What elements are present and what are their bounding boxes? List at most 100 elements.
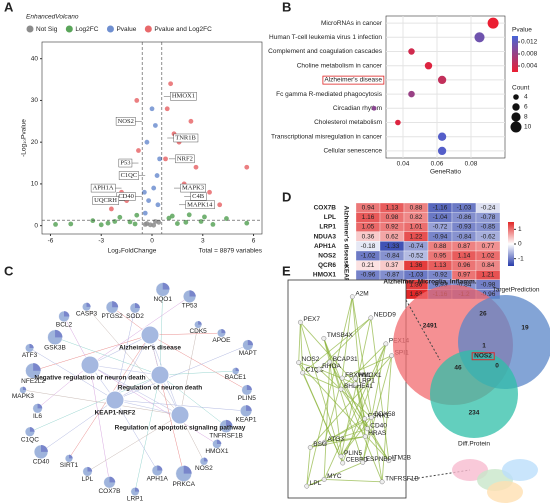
cell-label: 0.97	[458, 272, 471, 279]
ppi-edge	[323, 362, 331, 480]
gene-label: MAPK3	[12, 393, 34, 400]
point	[68, 221, 74, 227]
ppi-node	[353, 376, 358, 381]
point	[112, 219, 118, 224]
highlight-box	[322, 75, 385, 85]
ppi-node	[364, 426, 370, 432]
cell-label: -0.85	[481, 224, 496, 231]
cell-label: -0.62	[481, 233, 496, 240]
annotation-box	[118, 158, 133, 168]
node-wedge	[246, 384, 252, 390]
point	[132, 221, 138, 227]
gene-label: PLIN5	[238, 395, 256, 402]
ppi-edge	[362, 343, 387, 463]
gene-label: HMOX1	[205, 448, 229, 455]
annotation: C4B	[190, 192, 207, 201]
dot	[408, 90, 415, 98]
cell-label: -0.84	[457, 281, 472, 288]
y-tick-label: 30	[31, 97, 39, 104]
ppi-node	[360, 460, 366, 465]
colorbar	[508, 222, 514, 266]
point	[90, 218, 96, 224]
annotation-label: CD40	[118, 193, 134, 200]
hub-node	[105, 390, 125, 410]
ppi-edge	[310, 428, 368, 448]
annotation-label: NOS2	[118, 118, 134, 125]
point	[193, 164, 199, 170]
edge	[22, 389, 181, 416]
cell-label: 1.36	[410, 281, 423, 288]
cell-label: 1.36	[410, 262, 423, 269]
dot	[424, 61, 433, 70]
cell-label: 0.82	[410, 214, 423, 221]
ppi-label: CEBPD	[346, 457, 369, 464]
dot	[487, 17, 499, 29]
gene-label: TP53	[182, 302, 198, 309]
annotation: HMOX1	[170, 92, 197, 101]
annotation-box	[175, 154, 195, 164]
panel-label: B	[282, 0, 291, 14]
colorbar-label: 0.008	[521, 51, 538, 58]
set-count: 26	[479, 311, 487, 318]
dot	[395, 119, 401, 126]
edge	[40, 399, 116, 453]
gene-label: LRP1	[127, 496, 144, 503]
y-tick-label: Circadian rhythm	[333, 105, 382, 112]
edge	[37, 364, 91, 409]
node-wedge	[246, 405, 252, 411]
node-wedge	[198, 320, 202, 325]
ppi-node	[353, 381, 358, 387]
point	[151, 222, 157, 228]
node-wedge	[64, 311, 70, 317]
point	[127, 219, 133, 225]
x-tick-label: 0	[150, 238, 154, 245]
cell-label: -1.03	[457, 205, 472, 212]
point	[134, 98, 140, 103]
gene-label: TNFRSF1B	[209, 432, 243, 439]
ppi-edge	[323, 338, 364, 463]
ppi-edge	[340, 418, 366, 457]
group-label: Alzheimer's disease	[342, 206, 349, 268]
set-count: 234	[469, 410, 480, 417]
cell-label: -0.24	[481, 205, 496, 212]
size-swatch	[512, 103, 520, 111]
gene-label: GSK3B	[44, 344, 66, 351]
annotation: NOS2	[115, 117, 136, 126]
ppi-edge	[306, 447, 311, 487]
edge	[114, 399, 247, 412]
ppi-edge	[298, 362, 390, 461]
y-axis-label: -Log₁₀Pvalue	[21, 119, 28, 157]
gene-label: NQO1	[154, 296, 173, 303]
annotation: UQCRH	[92, 196, 119, 205]
ppi-edge	[299, 322, 304, 373]
edge	[89, 334, 151, 366]
node-wedge	[37, 403, 43, 409]
dot	[408, 48, 415, 55]
ppi-label: TNFRSF1B	[385, 476, 419, 483]
ppi-edge	[318, 368, 356, 385]
point	[202, 214, 207, 220]
ppi-label: HRAS	[368, 430, 387, 437]
node-wedge	[162, 282, 170, 290]
node-wedge	[226, 419, 233, 427]
x-tick-label: 0.06	[431, 161, 444, 168]
dot	[437, 146, 447, 156]
cell-label: 0.96	[458, 262, 471, 269]
y-tick-label: Human T-cell leukemia virus 1 infection	[269, 34, 382, 41]
set-count: 46	[454, 365, 462, 372]
gene-label: APOE	[212, 337, 231, 344]
ppi-label: HMOX1	[358, 372, 382, 379]
gene-label: NOS2	[195, 465, 213, 472]
edge	[33, 334, 151, 372]
edge	[114, 334, 151, 401]
node-wedge	[135, 487, 140, 492]
ppi-node	[368, 415, 374, 420]
ppi-node	[368, 315, 374, 321]
point	[168, 81, 174, 87]
point	[146, 198, 152, 204]
ppi-node	[349, 294, 355, 300]
ppi-label: ESPNBP1	[366, 456, 396, 463]
point	[174, 221, 180, 226]
cell-label: -0.92	[433, 272, 448, 279]
ppi-label: ATG3	[327, 436, 344, 443]
